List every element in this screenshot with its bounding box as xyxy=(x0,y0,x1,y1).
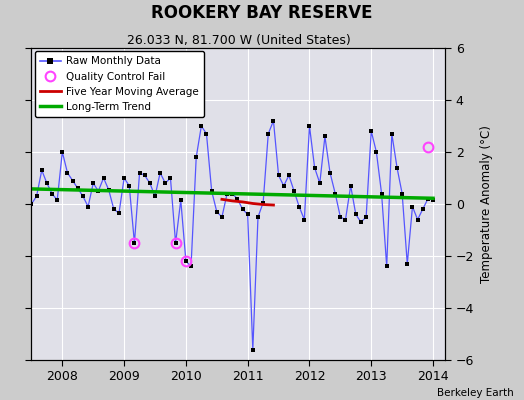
Legend: Raw Monthly Data, Quality Control Fail, Five Year Moving Average, Long-Term Tren: Raw Monthly Data, Quality Control Fail, … xyxy=(35,51,204,117)
Text: Berkeley Earth: Berkeley Earth xyxy=(437,388,514,398)
Text: ROOKERY BAY RESERVE: ROOKERY BAY RESERVE xyxy=(151,4,373,22)
Y-axis label: Temperature Anomaly (°C): Temperature Anomaly (°C) xyxy=(480,125,493,283)
Title: 26.033 N, 81.700 W (United States): 26.033 N, 81.700 W (United States) xyxy=(126,34,351,47)
